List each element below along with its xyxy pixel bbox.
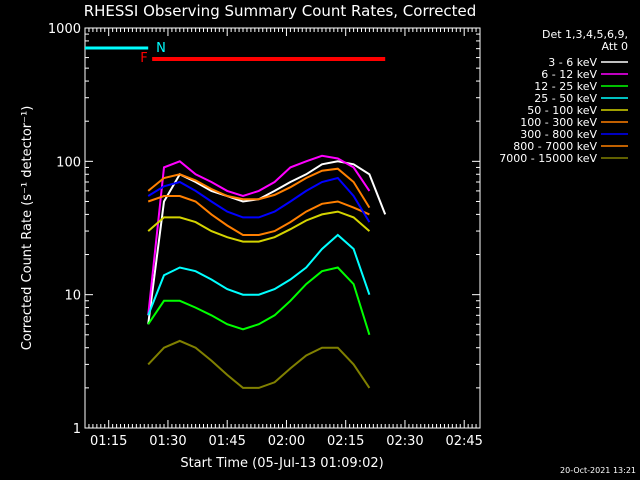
y-tick-label: 1000 <box>48 22 81 37</box>
plot-frame <box>84 27 481 429</box>
legend-header-line: Att 0 <box>602 40 628 53</box>
flag-markers: NF <box>85 41 386 66</box>
y-tick-label: 1 <box>73 422 81 437</box>
x-tick-label: 02:15 <box>327 434 364 449</box>
x-tick-label: 01:15 <box>90 434 127 449</box>
legend-entry-label: 6 - 12 keV <box>541 68 597 81</box>
series-line-7 <box>147 167 371 209</box>
series-line-1 <box>147 154 371 316</box>
x-tick-label: 02:30 <box>386 434 423 449</box>
legend-entry-label: 300 - 800 keV <box>520 128 597 141</box>
series-line-5 <box>147 195 370 236</box>
chart-title: RHESSI Observing Summary Count Rates, Co… <box>84 2 477 20</box>
series-line-8 <box>147 339 371 389</box>
x-axis-ticks: 01:15 01:30 01:45 02:00 02:15 02:30 02:45 <box>88 28 483 449</box>
legend-entry-label: 3 - 6 keV <box>548 56 597 69</box>
y-tick-label: 10 <box>64 289 81 304</box>
y-axis-ticks: 1000 100 10 1 <box>48 22 480 437</box>
x-tick-label: 01:45 <box>208 434 245 449</box>
x-tick-label: 01:30 <box>149 434 186 449</box>
x-axis-label: Start Time (05-Jul-13 01:09:02) <box>180 456 383 471</box>
x-tick-label: 02:45 <box>445 434 482 449</box>
legend-entry-label: 50 - 100 keV <box>527 104 597 117</box>
legend-entry-label: 12 - 25 keV <box>534 80 597 93</box>
legend-entry-label: 100 - 300 keV <box>520 116 597 129</box>
legend-entry-label: 7000 - 15000 keV <box>499 152 597 165</box>
legend-header-line: Det 1,3,4,5,6,9, <box>542 28 628 41</box>
legend-entry-label: 25 - 50 keV <box>534 92 597 105</box>
x-tick-label: 02:00 <box>268 434 305 449</box>
f-flag-label: F <box>140 51 147 66</box>
legend-entry-label: 800 - 7000 keV <box>513 140 597 153</box>
y-tick-label: 100 <box>56 155 81 170</box>
series-line-4 <box>147 210 371 243</box>
series-line-6 <box>147 176 371 223</box>
footer-date: 20-Oct-2021 13:21 <box>560 466 636 475</box>
series-line-3 <box>147 233 371 316</box>
n-flag-label: N <box>156 41 166 56</box>
series-line-2 <box>147 266 371 336</box>
series-lines <box>147 154 387 389</box>
y-axis-label: Corrected Count Rate (s⁻¹ detector⁻¹) <box>20 106 35 351</box>
